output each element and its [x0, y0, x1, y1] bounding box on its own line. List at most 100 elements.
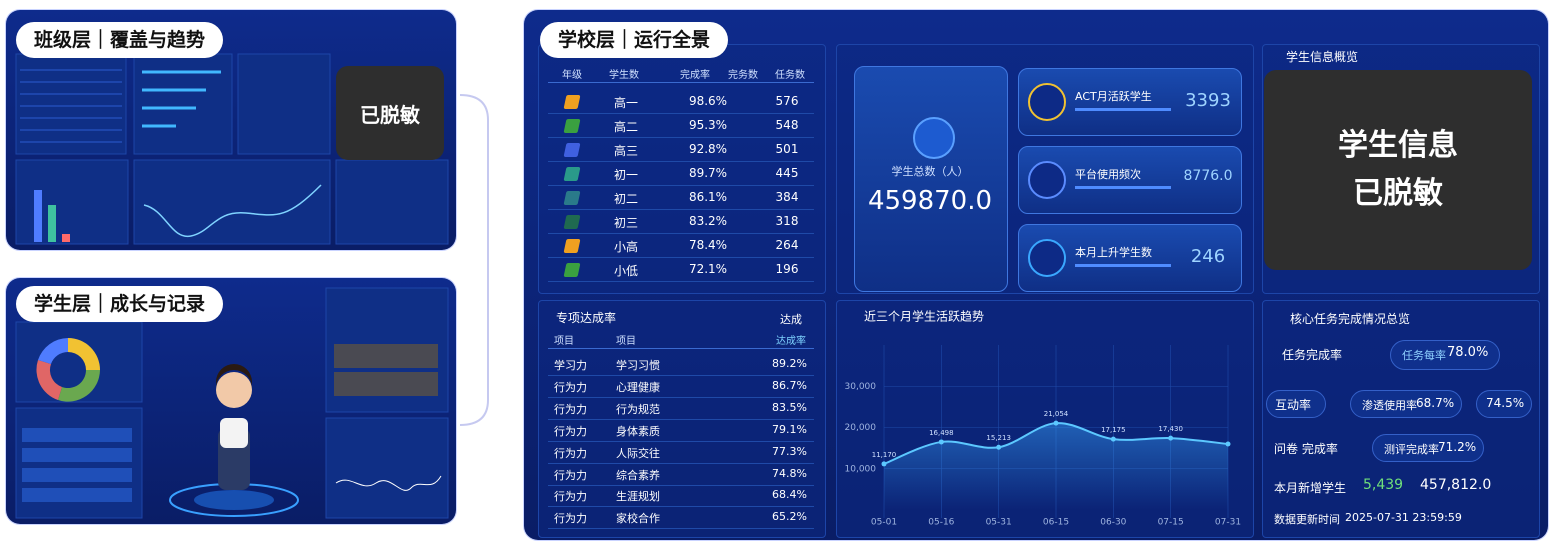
- x-tick-label: 07-31: [1215, 518, 1241, 528]
- grade-rate: 89.7%: [688, 166, 728, 180]
- core-chip: [1350, 390, 1462, 418]
- mini-progress: [133, 53, 233, 155]
- core-label: 互动率: [1275, 398, 1312, 412]
- row-rule: [548, 396, 814, 398]
- point-label: 16,498: [929, 429, 954, 437]
- grade-name: 高二: [614, 120, 639, 134]
- y-tick-label: 10,000: [845, 464, 877, 474]
- rate: 89.2%: [772, 357, 807, 370]
- section-corner: 达成: [780, 313, 802, 326]
- mini-list: [15, 53, 127, 155]
- row-rule: [548, 209, 814, 210]
- point: [1225, 441, 1231, 447]
- item: 家校合作: [616, 512, 660, 526]
- mini-bar: [34, 190, 42, 242]
- rate: 65.2%: [772, 510, 807, 524]
- stat-value: 246: [1190, 246, 1226, 267]
- row-rule: [548, 506, 814, 508]
- mini-line-box: [325, 417, 449, 519]
- avatar-shirt: [220, 418, 248, 448]
- point: [1168, 435, 1174, 441]
- row-rule: [548, 137, 814, 138]
- stat-bar: [1075, 108, 1171, 111]
- table-header: 达成率: [776, 336, 806, 347]
- total-card: [854, 66, 1008, 292]
- core-label: 任务完成率: [1282, 348, 1343, 362]
- point: [1110, 436, 1116, 442]
- chart-title: 近三个月学生活跃趋势: [864, 309, 984, 324]
- core-value: 2025-07-31 23:59:59: [1345, 511, 1462, 524]
- platform: [194, 490, 274, 510]
- total-label: 学生总数（人）: [891, 165, 969, 178]
- masked-block: 已脱敏: [336, 66, 444, 160]
- rate: 68.4%: [772, 488, 807, 502]
- table-header: 年级: [562, 70, 582, 81]
- item: 学习习惯: [616, 359, 660, 372]
- grade-name: 初三: [614, 216, 639, 230]
- item: 行为规范: [616, 402, 660, 416]
- table-header: 项目: [616, 336, 636, 347]
- grade-rate: 98.6%: [688, 94, 728, 108]
- row-icon: [563, 95, 581, 109]
- connector-line: [459, 94, 489, 426]
- y-tick-label: 20,000: [845, 423, 877, 433]
- grade-count: 384: [775, 190, 799, 204]
- grade-name: 初一: [614, 168, 639, 182]
- table-header: 完务数: [728, 70, 758, 81]
- row-icon: [563, 239, 581, 253]
- student-decor: [15, 287, 449, 519]
- stat-value: 3393: [1185, 90, 1231, 111]
- student-panel: 学生层｜成长与记录: [6, 278, 456, 524]
- core-label: 问卷 完成率: [1274, 442, 1338, 456]
- row-icon: [563, 263, 581, 277]
- grade-rate: 83.2%: [688, 214, 728, 228]
- grade-count: 548: [775, 118, 799, 132]
- row-rule: [548, 484, 814, 486]
- domain: 行为力: [554, 512, 587, 526]
- mini-donut: [36, 338, 100, 402]
- row-rule: [548, 528, 814, 530]
- core-value: 71.2%: [1438, 440, 1477, 454]
- stat-icon: [1028, 239, 1066, 277]
- panel-title: 学生层｜成长与记录: [16, 286, 224, 322]
- section-title: 专项达成率: [556, 311, 617, 325]
- domain: 行为力: [554, 424, 587, 438]
- stat-icon: [1028, 83, 1066, 121]
- point: [938, 439, 944, 445]
- x-tick-label: 05-16: [928, 518, 954, 528]
- x-tick-label: 07-15: [1158, 518, 1184, 528]
- row-rule: [548, 161, 814, 162]
- rate: 79.1%: [772, 422, 807, 436]
- row-icon: [563, 167, 581, 181]
- row-icon: [563, 143, 581, 157]
- grade-rate: 86.1%: [688, 190, 728, 204]
- mini-chart-box: [15, 159, 129, 245]
- item: 综合素养: [616, 468, 660, 482]
- row-rule: [548, 233, 814, 234]
- stat-bar: [1075, 186, 1171, 189]
- connector: [459, 94, 489, 426]
- avatar-head: [216, 372, 252, 408]
- mini-table: [335, 159, 449, 245]
- x-tick-label: 05-01: [871, 518, 897, 528]
- domain: 行为力: [554, 380, 587, 394]
- core-chip: [1266, 390, 1326, 418]
- core-chip: [1390, 340, 1500, 370]
- point-label: 17,430: [1158, 425, 1183, 433]
- row-rule: [548, 113, 814, 114]
- x-tick-label: 05-31: [986, 518, 1012, 528]
- rate: 77.3%: [772, 444, 807, 458]
- mini-rows: [22, 428, 132, 502]
- point: [1053, 420, 1059, 426]
- core-label: 本月新增学生: [1274, 481, 1347, 495]
- mini-line: [143, 184, 322, 237]
- grade-rate: 92.8%: [688, 142, 728, 156]
- class-decor: [15, 53, 449, 245]
- class-panel: 已脱敏 班级层｜覆盖与趋势: [6, 10, 456, 250]
- grade-name: 初二: [614, 192, 639, 206]
- domain: 行为力: [554, 468, 587, 482]
- core-chip: [1372, 434, 1484, 462]
- grade-count: 196: [775, 262, 799, 276]
- table-header: 学生数: [609, 70, 639, 81]
- point-label: 11,170: [872, 451, 897, 459]
